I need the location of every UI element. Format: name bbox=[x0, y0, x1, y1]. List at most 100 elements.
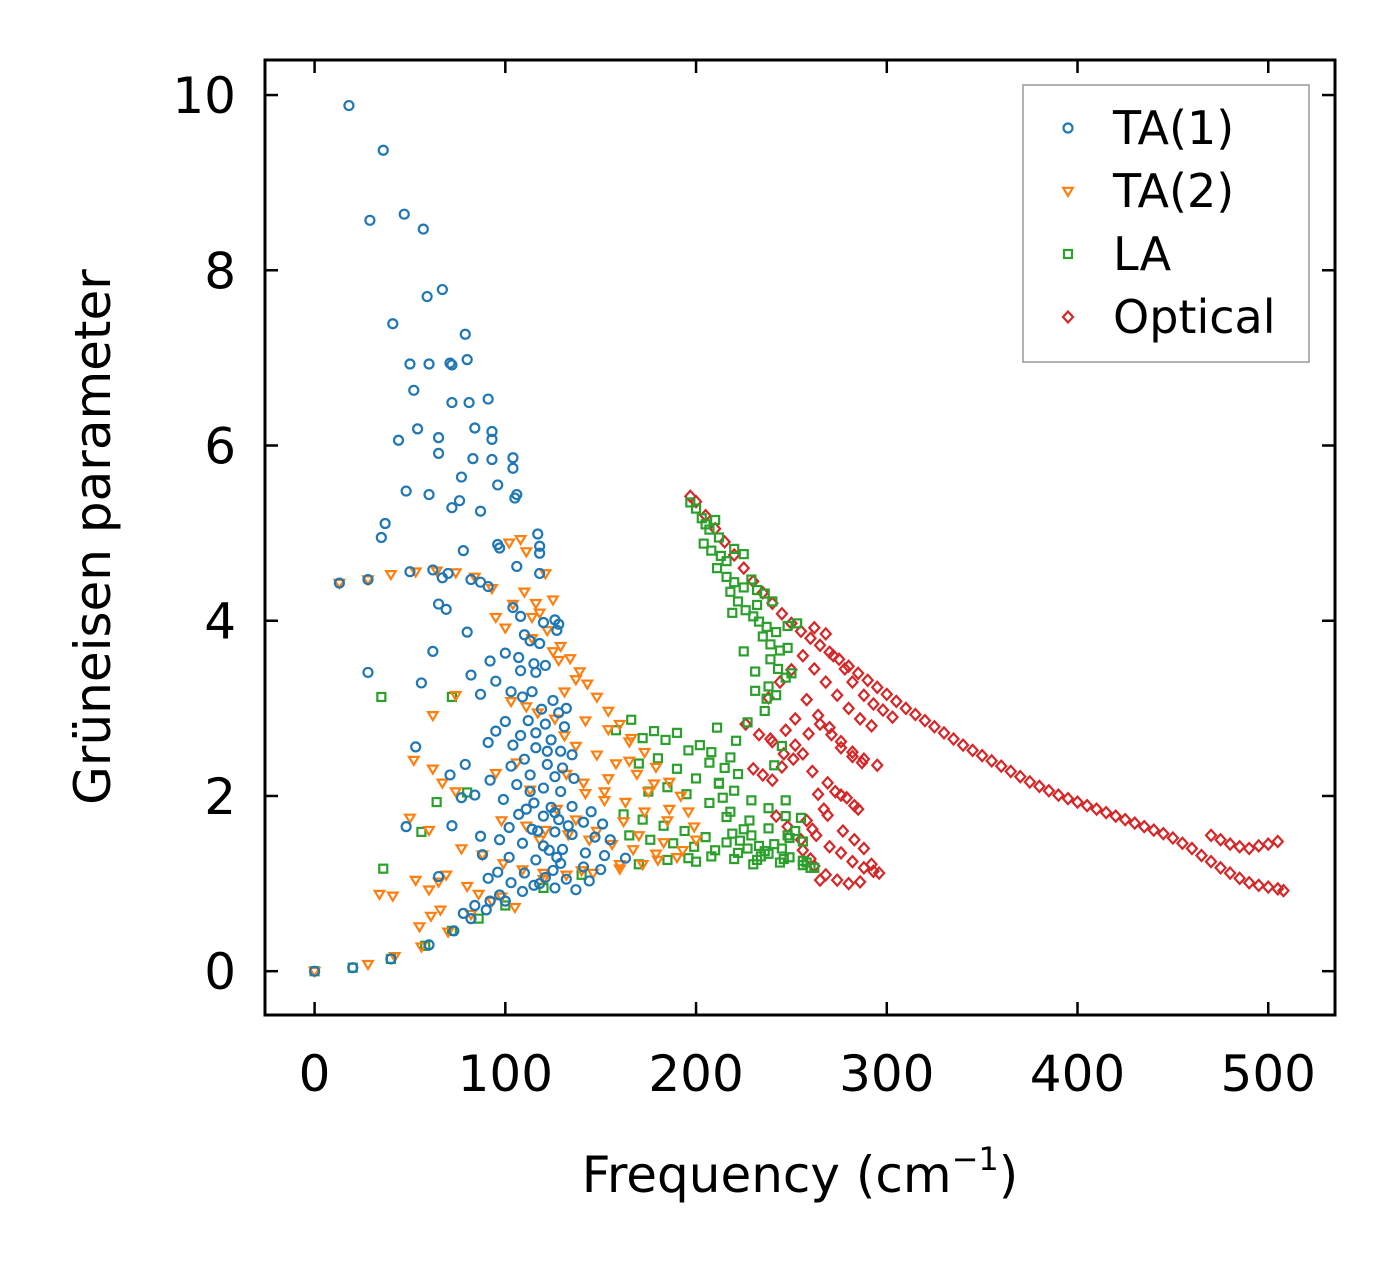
data-point bbox=[555, 785, 567, 798]
data-point bbox=[503, 821, 515, 834]
legend-marker bbox=[1061, 186, 1075, 198]
data-point bbox=[1233, 871, 1247, 886]
data-point bbox=[566, 828, 578, 841]
data-point bbox=[446, 396, 458, 409]
legend-label-la: LA bbox=[1113, 227, 1172, 281]
data-point bbox=[690, 503, 702, 514]
data-point bbox=[398, 208, 410, 220]
data-point bbox=[519, 702, 534, 714]
data-point bbox=[426, 711, 440, 723]
data-point bbox=[796, 648, 810, 663]
data-point bbox=[660, 816, 675, 828]
data-point bbox=[534, 877, 546, 890]
data-point bbox=[769, 760, 780, 771]
data-point bbox=[713, 778, 725, 789]
data-point bbox=[490, 675, 502, 687]
data-point bbox=[899, 701, 913, 716]
data-point bbox=[519, 547, 534, 559]
data-point bbox=[514, 729, 527, 742]
data-point bbox=[681, 789, 692, 800]
data-point bbox=[765, 734, 779, 749]
data-point bbox=[555, 745, 567, 757]
data-point bbox=[823, 720, 837, 735]
data-point bbox=[797, 860, 808, 871]
data-point bbox=[432, 598, 445, 610]
data-point bbox=[455, 471, 468, 483]
data-point bbox=[1156, 826, 1170, 841]
data-point bbox=[637, 807, 652, 819]
data-point bbox=[622, 737, 637, 749]
legend-label-ta2: TA(2) bbox=[1112, 164, 1234, 218]
data-point bbox=[1223, 837, 1237, 852]
data-point bbox=[408, 567, 423, 579]
data-point bbox=[549, 807, 561, 819]
data-point bbox=[480, 904, 492, 916]
data-point bbox=[840, 790, 854, 805]
data-point bbox=[436, 572, 448, 584]
data-point bbox=[433, 905, 448, 917]
data-point bbox=[842, 701, 856, 716]
data-point bbox=[590, 692, 604, 704]
data-point bbox=[556, 762, 569, 774]
x-axis-label-main: Frequency (cm bbox=[582, 1146, 952, 1204]
data-point bbox=[1214, 860, 1228, 875]
data-point bbox=[800, 692, 814, 707]
data-point bbox=[648, 726, 660, 737]
data-point bbox=[569, 675, 583, 687]
data-point bbox=[817, 801, 831, 817]
data-point bbox=[769, 808, 783, 824]
data-point bbox=[403, 813, 417, 825]
data-point bbox=[507, 452, 519, 464]
data-point bbox=[780, 811, 791, 822]
data-point bbox=[446, 359, 458, 371]
data-point bbox=[568, 772, 580, 785]
data-point bbox=[807, 661, 821, 677]
data-point bbox=[400, 821, 412, 833]
data-point bbox=[511, 560, 523, 573]
data-point bbox=[1147, 822, 1161, 838]
data-point bbox=[624, 830, 635, 841]
data-point bbox=[416, 826, 427, 837]
data-point bbox=[826, 648, 840, 663]
data-point bbox=[545, 734, 557, 746]
data-point bbox=[786, 668, 797, 679]
data-point bbox=[514, 665, 527, 677]
data-point bbox=[534, 567, 546, 580]
data-point bbox=[577, 861, 590, 873]
legend-marker bbox=[1061, 309, 1075, 325]
data-point bbox=[619, 852, 632, 864]
legend-label-optical: Optical bbox=[1113, 290, 1275, 344]
data-point bbox=[492, 866, 504, 878]
data-point bbox=[372, 889, 387, 902]
data-point bbox=[522, 715, 534, 727]
data-point bbox=[811, 787, 825, 802]
data-point bbox=[502, 538, 516, 550]
data-point bbox=[630, 769, 644, 781]
data-point bbox=[744, 815, 755, 826]
data-point bbox=[759, 705, 770, 717]
data-point bbox=[738, 582, 749, 593]
data-point bbox=[784, 852, 795, 863]
data-point bbox=[474, 830, 487, 842]
series-ta-1 bbox=[308, 99, 632, 977]
data-point bbox=[845, 674, 859, 690]
data-point bbox=[750, 685, 761, 696]
data-point bbox=[541, 745, 553, 757]
data-point bbox=[889, 694, 903, 709]
data-point bbox=[1099, 805, 1113, 820]
data-point bbox=[1242, 841, 1256, 856]
data-point bbox=[604, 834, 616, 846]
data-point bbox=[782, 620, 793, 632]
data-point bbox=[432, 432, 445, 444]
data-point bbox=[704, 757, 715, 768]
data-point bbox=[361, 575, 375, 587]
data-point bbox=[484, 655, 496, 667]
data-point bbox=[797, 836, 808, 847]
x-axis-label-superscript: −1 bbox=[952, 1140, 999, 1178]
data-point bbox=[597, 787, 612, 799]
data-point bbox=[532, 825, 544, 837]
data-point bbox=[759, 846, 770, 857]
data-point bbox=[507, 462, 519, 474]
data-point bbox=[385, 953, 397, 965]
data-point bbox=[463, 396, 475, 409]
